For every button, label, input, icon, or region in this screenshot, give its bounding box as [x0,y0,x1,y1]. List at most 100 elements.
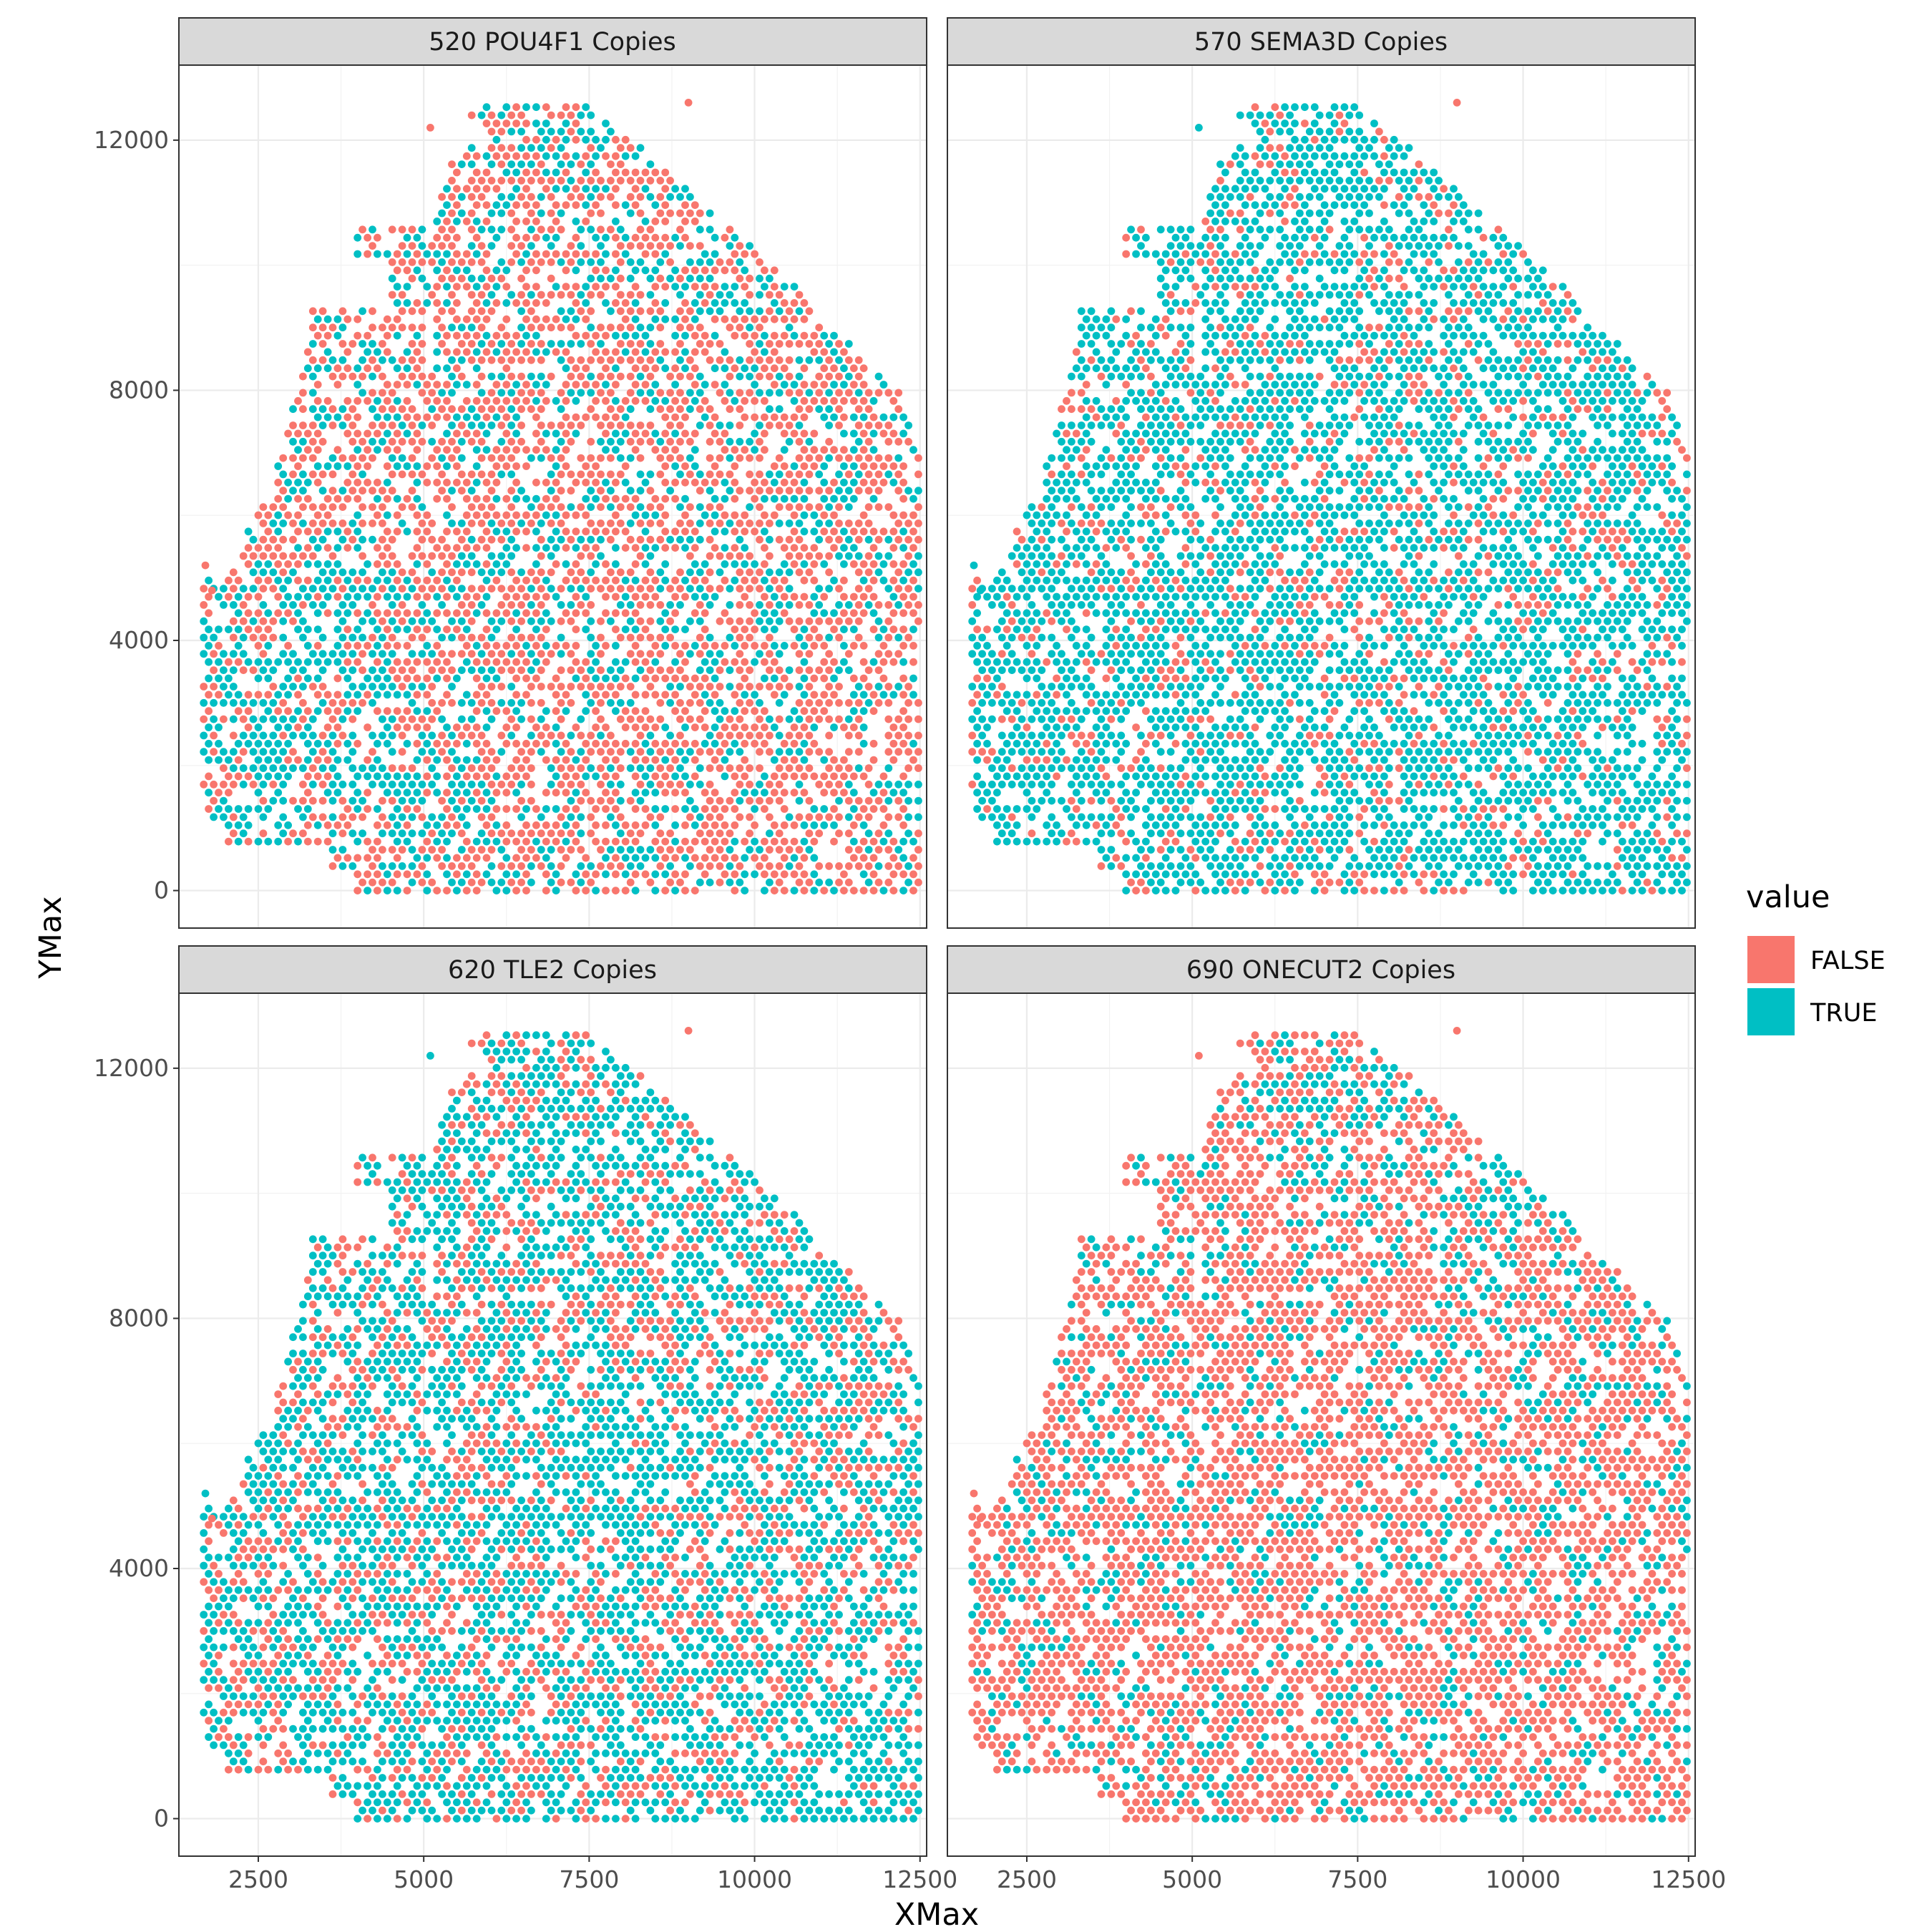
point-false [825,748,833,756]
point-true [453,266,461,275]
point-false [681,315,689,323]
point-true [369,683,376,691]
point-true [780,560,789,568]
point-false [741,625,749,633]
point-false [597,209,605,218]
point-false [403,707,411,716]
point-false [453,625,461,633]
point-true [626,274,635,283]
point-false [527,764,535,772]
point-false [1360,805,1368,813]
point-false [626,356,635,364]
point-true [993,821,1001,829]
point-true [636,846,645,854]
point-true [1469,854,1478,862]
point-false [736,715,744,723]
point-true [1440,837,1448,846]
point-false [805,487,814,495]
point-false [438,846,446,854]
point-true [914,568,922,577]
point-false [756,796,763,805]
point-true [1479,854,1488,862]
point-false [854,748,863,756]
point-false [492,511,501,519]
point-false [393,250,401,258]
point-false [795,389,804,397]
point-false [736,633,744,642]
point-false [1514,829,1523,838]
point-false [631,429,640,438]
point-true [502,854,511,862]
point-false [572,135,580,144]
point-false [766,862,774,870]
point-false [1479,805,1488,813]
point-true [527,601,535,609]
point-false [542,821,550,829]
point-true [1683,862,1691,870]
point-false [338,340,347,348]
point-false [602,152,610,160]
point-false [651,837,660,846]
point-false [884,846,893,854]
point-true [249,585,258,592]
point-true [1538,870,1547,879]
point-false [364,250,371,258]
point-true [696,666,704,674]
point-true [626,698,635,707]
point-false [562,642,570,650]
point-true [686,617,694,625]
point-true [462,789,471,797]
point-true [1320,821,1329,829]
point-true [597,274,605,283]
point-true [403,789,411,797]
point-false [289,829,297,838]
point-true [537,192,545,201]
point-false [592,250,600,258]
point-true [686,258,694,266]
point-true [353,544,362,552]
point-false [651,642,660,650]
point-true [859,576,868,585]
point-false [631,560,640,568]
point-false [413,348,421,356]
point-false [641,674,650,683]
point-true [785,585,794,592]
point-true [418,225,426,234]
point-true [1097,829,1106,838]
point-false [889,625,898,633]
point-true [1221,887,1229,894]
point-false [706,813,714,821]
point-false [467,519,476,527]
point-false [835,862,843,870]
point-false [369,242,376,250]
point-false [1683,829,1691,838]
point-true [582,185,590,193]
point-true [1023,805,1031,813]
point-false [274,478,283,487]
point-true [1524,846,1532,854]
point-false [393,576,401,585]
point-true [487,519,496,527]
point-false [1584,829,1592,838]
point-false [462,396,471,405]
point-false [497,683,506,691]
point-true [453,789,461,797]
point-true [254,789,263,797]
point-true [676,470,684,479]
point-false [815,862,824,870]
point-false [854,813,863,821]
point-false [879,478,888,487]
point-false [423,837,431,846]
point-true [264,756,273,764]
point-true [686,274,694,283]
point-false [547,421,555,429]
point-false [775,340,784,348]
point-false [453,739,461,748]
point-true [338,487,347,495]
point-false [706,748,714,756]
point-true [1509,837,1518,846]
point-true [830,576,838,585]
point-true [353,837,362,846]
point-false [884,617,893,625]
point-true [711,331,719,340]
